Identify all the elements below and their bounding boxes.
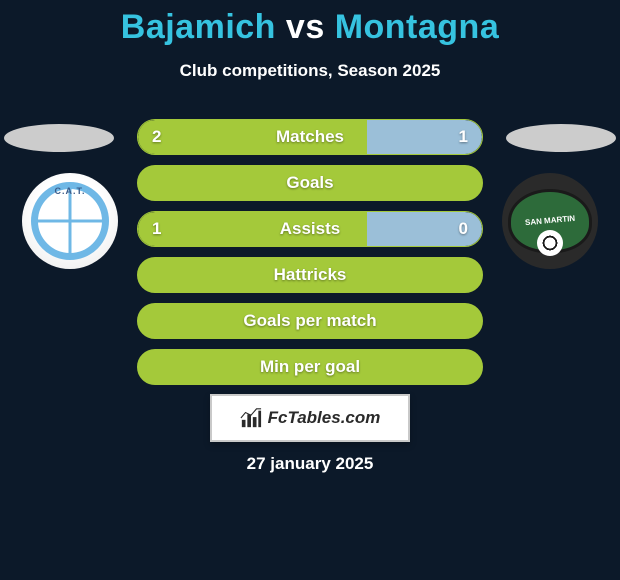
shadow-ellipse-right (506, 124, 616, 152)
stat-row: Goals per match (137, 303, 483, 339)
team-badge-right-label: SAN MARTIN (525, 215, 576, 227)
vs-text: vs (286, 8, 325, 46)
stat-row: 10Assists (137, 211, 483, 247)
stat-row: Min per goal (137, 349, 483, 385)
footer-brand-text: FcTables.com (268, 408, 381, 428)
stat-label: Goals (138, 173, 482, 193)
stat-label: Min per goal (138, 357, 482, 377)
stat-label: Hattricks (138, 265, 482, 285)
stats-container: 21Matches Goals 10Assists Hattricks Goals pe… (137, 119, 483, 395)
team-badge-right-inner: SAN MARTIN (508, 189, 592, 253)
stat-row: Goals (137, 165, 483, 201)
shadow-ellipse-left (4, 124, 114, 152)
stat-label: Matches (138, 127, 482, 147)
stat-label: Goals per match (138, 311, 482, 331)
stat-row: Hattricks (137, 257, 483, 293)
team-badge-right: SAN MARTIN (502, 173, 598, 269)
stat-row: 21Matches (137, 119, 483, 155)
stat-label: Assists (138, 219, 482, 239)
footer-brand-badge: FcTables.com (210, 394, 410, 442)
player1-name: Bajamich (121, 8, 276, 46)
bar-chart-icon (240, 407, 262, 429)
player2-name: Montagna (335, 8, 500, 46)
date-text: 27 january 2025 (0, 454, 620, 474)
subtitle: Club competitions, Season 2025 (0, 61, 620, 81)
comparison-title: Bajamich vs Montagna (0, 0, 620, 47)
team-badge-left (22, 173, 118, 269)
team-badge-left-inner (31, 182, 109, 260)
